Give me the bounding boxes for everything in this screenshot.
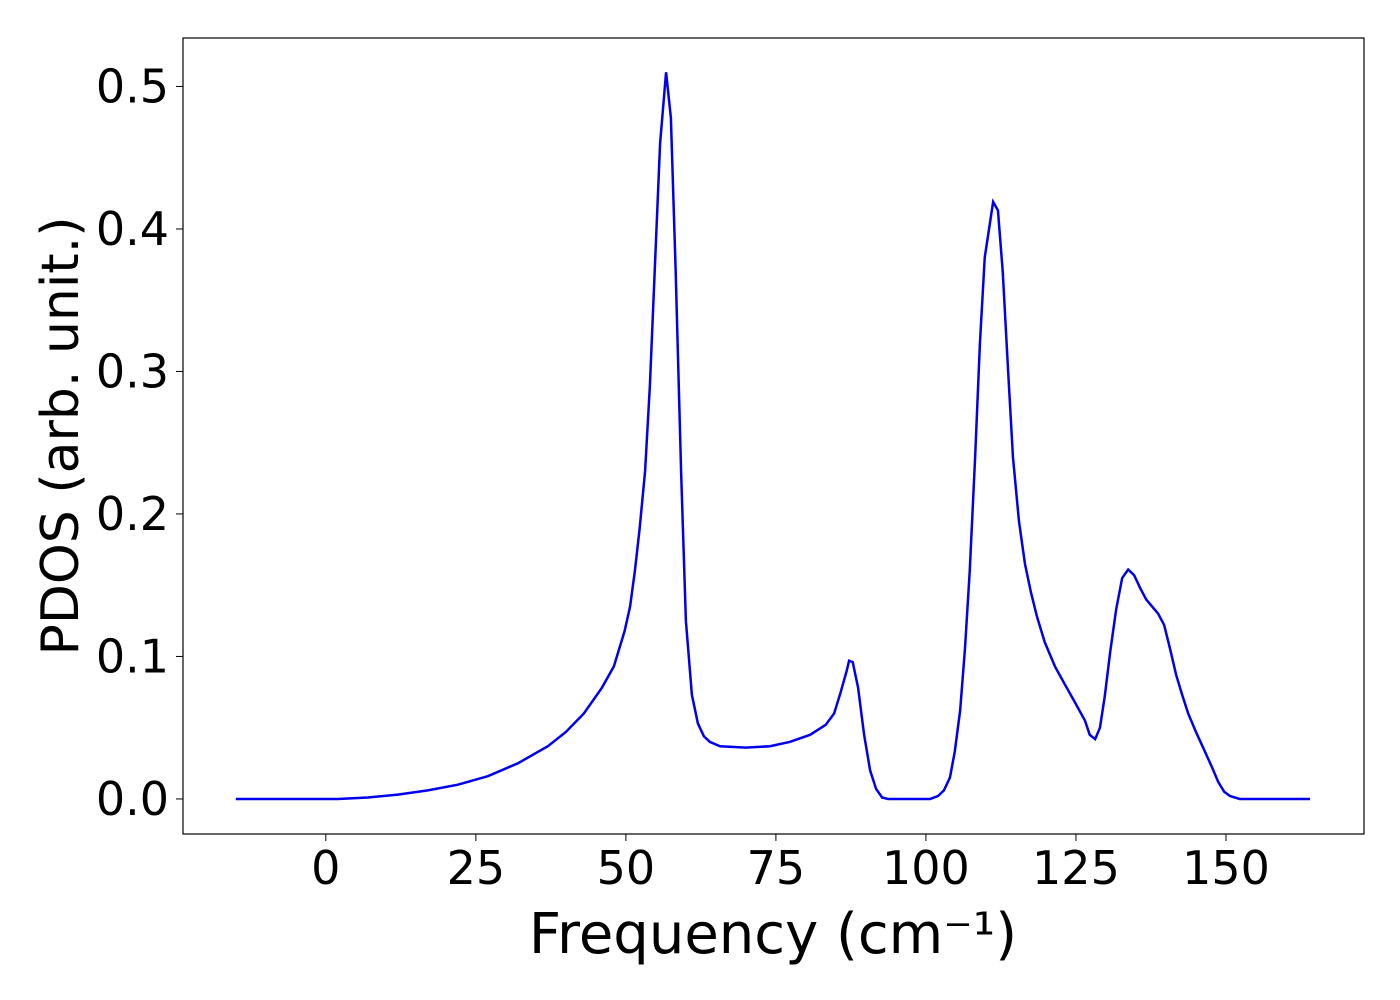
x-tick-label: 50 [597, 841, 656, 895]
y-tick-label: 0.5 [96, 59, 169, 113]
y-tick-label: 0.0 [96, 772, 169, 826]
y-axis-label: PDOS (arb. unit.) [31, 216, 91, 655]
y-tick-label: 0.3 [96, 344, 169, 398]
x-tick-label: 125 [1032, 841, 1120, 895]
x-tick-label: 25 [447, 841, 506, 895]
y-tick-label: 0.1 [96, 629, 169, 683]
y-tick-label: 0.4 [96, 202, 169, 256]
plot-frame [182, 37, 1365, 835]
y-tick-label: 0.2 [96, 487, 169, 541]
x-tick-label: 0 [311, 841, 340, 895]
data-line [235, 72, 1310, 801]
x-tick-label: 75 [747, 841, 806, 895]
x-tick-label: 100 [882, 841, 970, 895]
x-axis-label: Frequency (cm⁻¹) [529, 902, 1017, 967]
x-tick-label: 150 [1182, 841, 1270, 895]
